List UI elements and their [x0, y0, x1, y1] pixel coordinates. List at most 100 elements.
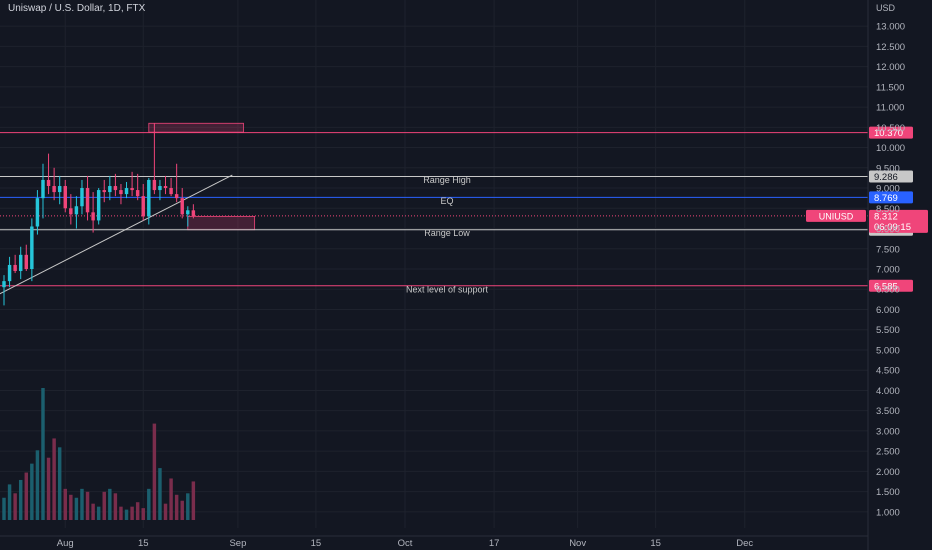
- level-price-tag: [869, 170, 913, 183]
- candle-body: [141, 196, 145, 217]
- candle-body: [7, 264, 12, 282]
- price-tick-label: 4.500: [876, 366, 900, 377]
- candle-body: [18, 254, 23, 272]
- price-tick-label: 5.000: [876, 345, 900, 356]
- zone-box: [187, 215, 256, 231]
- candle-body: [186, 210, 190, 215]
- level-text: Range High: [423, 175, 471, 185]
- volume-bar: [180, 500, 184, 520]
- candle-body: [46, 179, 51, 187]
- candle-body: [174, 194, 179, 199]
- price-tick-label: 11.500: [876, 82, 904, 93]
- volume-bar: [174, 494, 179, 520]
- time-tick-label: Nov: [569, 538, 586, 549]
- volume-bar: [108, 488, 112, 520]
- volume-bar: [30, 463, 34, 520]
- volume-bar: [113, 493, 118, 520]
- price-tick-label: 9.500: [876, 163, 900, 174]
- candle-body: [52, 186, 56, 193]
- candle-body: [163, 186, 168, 189]
- candle-body: [119, 190, 123, 195]
- price-tick-label: 1.500: [876, 487, 900, 498]
- price-tick-label: 1.000: [876, 507, 900, 518]
- candlestick-series: [2, 123, 196, 306]
- candle-body: [35, 198, 40, 227]
- candle-body: [158, 186, 162, 191]
- price-tick-label: 11.000: [876, 103, 904, 114]
- currency-label: USD: [876, 3, 896, 13]
- volume-bar: [124, 509, 129, 520]
- volume-bar: [130, 506, 134, 520]
- candle-body: [91, 212, 95, 221]
- volume-bar: [57, 447, 62, 520]
- candle-body: [80, 188, 84, 207]
- price-tick-label: 4.000: [876, 386, 900, 397]
- level-price-tag: [869, 126, 913, 139]
- volume-bar: [35, 450, 40, 520]
- current-price-label: 8.312: [874, 211, 898, 222]
- price-tick-label: 12.500: [876, 42, 905, 53]
- volume-bar: [191, 481, 196, 520]
- candle-body: [130, 188, 134, 191]
- price-tick-label: 10.500: [876, 123, 905, 134]
- volume-bar: [63, 488, 67, 520]
- time-tick-label: Dec: [736, 538, 753, 549]
- price-tick-label: 2.000: [876, 467, 900, 478]
- volume-bar: [186, 493, 190, 520]
- candle-body: [152, 179, 157, 191]
- trendline: [0, 174, 233, 295]
- price-tick-label: 12.000: [876, 62, 905, 73]
- candle-body: [135, 190, 140, 197]
- candle-body: [30, 226, 34, 269]
- price-tick-label: 3.500: [876, 406, 900, 417]
- candle-body: [147, 179, 151, 217]
- candle-body: [180, 198, 184, 215]
- volume-bar: [96, 506, 101, 520]
- level-price-label: 10.370: [874, 128, 903, 139]
- level-price-label: 9.286: [874, 172, 898, 183]
- trendline-group: [0, 174, 233, 295]
- candle-body: [102, 190, 106, 193]
- level-text: Next level of support: [406, 284, 489, 294]
- volume-bar: [135, 502, 140, 520]
- candle-body: [24, 254, 29, 269]
- time-tick-label: Aug: [57, 538, 74, 549]
- symbol-title[interactable]: Uniswap / U.S. Dollar, 1D, FTX: [8, 3, 146, 14]
- volume-bar: [69, 494, 73, 520]
- volume-bar: [119, 506, 123, 520]
- time-tick-label: Sep: [229, 538, 246, 549]
- volume-bar: [18, 479, 23, 520]
- volume-bar: [74, 497, 79, 520]
- volume-bars: [2, 388, 196, 520]
- price-tick-label: 7.500: [876, 244, 900, 255]
- candle-body: [74, 206, 79, 215]
- volume-bar: [163, 503, 168, 520]
- volume-bar: [13, 493, 17, 520]
- volume-bar: [7, 484, 12, 520]
- candle-body: [57, 186, 62, 193]
- symbol-tag-label: UNIUSD: [819, 211, 854, 221]
- volume-bar: [85, 491, 90, 520]
- candle-body: [96, 190, 101, 221]
- price-tick-label: 5.500: [876, 325, 900, 336]
- price-tick-label: 8.500: [876, 204, 900, 215]
- volume-bar: [2, 497, 6, 520]
- supply-demand-zones: [148, 122, 256, 231]
- current-price-tag: [869, 209, 928, 233]
- candle-body: [191, 210, 196, 216]
- symbol-tag: [806, 209, 866, 222]
- volume-bar: [91, 503, 95, 520]
- level-text: EQ: [440, 196, 453, 206]
- volume-bar: [102, 491, 106, 520]
- candle-body: [113, 186, 118, 191]
- level-price-label: 6.585: [874, 281, 898, 292]
- candle-body: [69, 208, 73, 215]
- candle-body: [169, 188, 173, 195]
- volume-bar: [158, 468, 162, 520]
- volume-bar: [41, 388, 45, 520]
- candle-body: [2, 281, 6, 288]
- price-axis[interactable]: 1.000 1.500 2.000 2.500 3.000 3.500 4.000 4.500…: [867, 0, 905, 550]
- candle-body: [85, 188, 90, 213]
